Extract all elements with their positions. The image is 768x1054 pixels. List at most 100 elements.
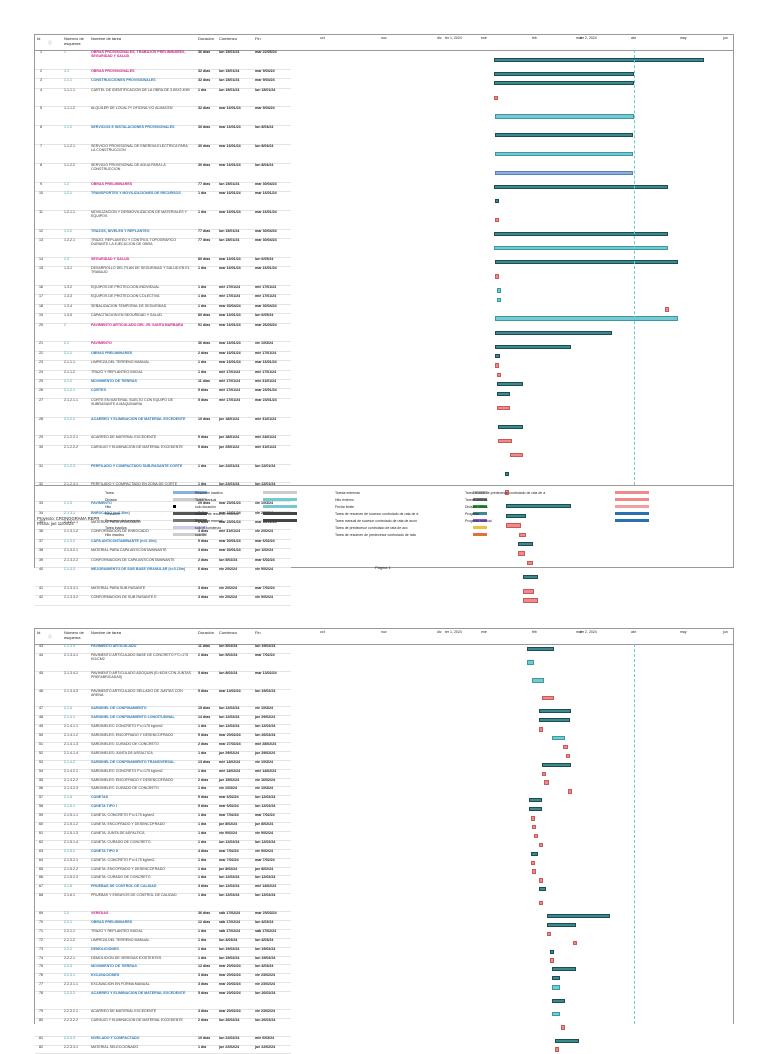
- table-row[interactable]: 35 2.1.3.1.1 MATERIAL PARA ENROCADO 6 días m…: [35, 520, 385, 529]
- task-bar[interactable]: [504, 490, 509, 495]
- table-row[interactable]: 66 2.1.5.2.3 CUNETA: CURADO DE CONCRETO 1 d…: [35, 875, 385, 884]
- task-bar[interactable]: [517, 551, 525, 556]
- table-row[interactable]: 5 1.1.1.2 ALQUILER DE LOCAL P/ OFICINA Y/O…: [35, 106, 385, 125]
- task-bar[interactable]: [495, 114, 635, 119]
- table-row[interactable]: 37 2.1.3.2 CAPA ANTICONTAMINANTE (e=0.10m)…: [35, 539, 385, 548]
- task-bar[interactable]: [550, 958, 555, 963]
- summary-bar[interactable]: [493, 72, 635, 76]
- table-row[interactable]: 45 2.1.3.4.2 PAVIMENTO ARTICULADO ADOQUIN …: [35, 671, 385, 689]
- task-bar[interactable]: [566, 753, 571, 759]
- task-bar[interactable]: [527, 660, 535, 665]
- table-row[interactable]: 52 2.1.4.1.4 SARDINELES: JUNTA DE ASFALTIC…: [35, 751, 385, 760]
- summary-bar[interactable]: [495, 133, 633, 138]
- table-row[interactable]: 82 2.2.3.3.1 MATERIAL SELECCIONADO 1 día jue…: [35, 1045, 385, 1054]
- table-row[interactable]: 16 1.3.2 EQUIPOS DE PROTECCION INDIVIDUAL 1…: [35, 285, 385, 294]
- table-row[interactable]: 32 2.1.2.3.1 PERFILADO Y COMPACTADO EN ZON…: [35, 482, 385, 501]
- task-bar[interactable]: [541, 771, 546, 777]
- table-row[interactable]: 46 2.1.3.4.3 PAVIMENTO ARTICULADO SELLADO …: [35, 689, 385, 707]
- table-row[interactable]: 36 2.1.3.1.2 CONFORMACION DE ENROCADO 3 día…: [35, 529, 385, 538]
- summary-bar[interactable]: [529, 807, 543, 812]
- summary-bar[interactable]: [538, 709, 572, 714]
- table-row[interactable]: 7 1.1.2.1 SERVICIO PROVISIONAL DE ENERGIA …: [35, 144, 385, 163]
- table-row[interactable]: 79 2.2.3.2.1 ACARREO DE MATERIAL EXCEDENTE…: [35, 1009, 385, 1018]
- task-bar[interactable]: [530, 860, 535, 866]
- summary-bar[interactable]: [496, 382, 523, 387]
- task-bar[interactable]: [496, 297, 501, 303]
- task-bar[interactable]: [551, 985, 561, 990]
- table-row[interactable]: 4 1.1.1.1 CARTEL DE IDENTIFICACION DE LA O…: [35, 88, 385, 107]
- task-bar[interactable]: [533, 833, 538, 839]
- table-row[interactable]: 41 2.1.3.3.1 MATERIAL PARA SUB RASANTE 3 dí…: [35, 586, 385, 595]
- summary-bar[interactable]: [530, 851, 538, 856]
- summary-bar[interactable]: [541, 762, 572, 767]
- table-row[interactable]: 28 2.1.2.2 ACARREO Y ELIMINACION DE MATERI…: [35, 417, 385, 436]
- table-row[interactable]: 30 2.1.2.2.2 CARGUIO Y ELIMINACION DE MATE…: [35, 445, 385, 464]
- task-bar[interactable]: [538, 842, 543, 848]
- summary-bar[interactable]: [506, 504, 572, 509]
- table-row[interactable]: 31 2.1.2.3 PERFILADO Y COMPACTADO SUB-RASA…: [35, 464, 385, 483]
- table-row[interactable]: 24 2.1.1.2 TRAZO Y REPLANTEO INICIAL 1 día m…: [35, 370, 385, 379]
- table-row[interactable]: 43 2.1.3.4 PAVIMENTO ARTICULADO 11 días lun …: [35, 644, 385, 653]
- table-row[interactable]: 39 2.1.3.2.2 CONFORMACION DE CAPA ANTICONT…: [35, 558, 385, 567]
- task-bar[interactable]: [572, 940, 577, 946]
- task-bar[interactable]: [522, 598, 538, 603]
- table-row[interactable]: 26 2.1.2.1 CORTES 5 días mié 17/01/24 mar 23/…: [35, 388, 385, 397]
- table-row[interactable]: 70 2.2.1 OBRAS PRELIMINARES 12 días sáb 17/0…: [35, 920, 385, 929]
- summary-bar[interactable]: [527, 646, 554, 651]
- table-row[interactable]: 42 2.1.3.3.2 CONFORMACION DE SUB RASANTE E…: [35, 595, 385, 604]
- summary-bar[interactable]: [522, 574, 538, 579]
- task-bar[interactable]: [495, 316, 678, 321]
- summary-bar[interactable]: [504, 471, 509, 476]
- task-bar[interactable]: [509, 452, 523, 458]
- table-row[interactable]: 77 2.2.3.1.1 EXCAVACION EN FORMA MANUAL 3 d…: [35, 982, 385, 991]
- table-row[interactable]: 12 1.2.2 TRAZOS, NIVELES Y REPLANTEO 77 día…: [35, 229, 385, 238]
- summary-bar[interactable]: [551, 976, 561, 981]
- summary-bar[interactable]: [493, 81, 635, 86]
- table-row[interactable]: 80 2.2.3.2.2 CARGUIO Y ELIMINACION DE MATE…: [35, 1018, 385, 1036]
- table-row[interactable]: 14 1.3 SEGURIDAD Y SALUD 80 días mar 16/01/2…: [35, 257, 385, 266]
- table-row[interactable]: 17 1.3.3 EQUIPOS DE PROTECCION COLECTIVA 1 …: [35, 294, 385, 303]
- summary-bar[interactable]: [493, 57, 704, 62]
- table-row[interactable]: 44 2.1.3.4.1 PAVIMENTO ARTICULADO BASE DE …: [35, 653, 385, 671]
- table-row[interactable]: 73 2.2.2 DEMOLICIONES 1 día lun 19/02/24 lun …: [35, 947, 385, 956]
- table-row[interactable]: 6 1.1.2 SERVICIOS E INSTALACIONES PROVISIO…: [35, 125, 385, 144]
- task-bar[interactable]: [532, 869, 537, 874]
- summary-bar[interactable]: [551, 967, 577, 972]
- table-row[interactable]: 33 2.1.3 PAVIMENTO 29 días mar 23/01/24 vie 1…: [35, 501, 385, 510]
- summary-bar[interactable]: [496, 391, 511, 396]
- table-row[interactable]: 19 1.3.5 CAPACITACION EN SEGURIDAD Y SALUD…: [35, 313, 385, 322]
- table-row[interactable]: 53 2.1.4.2 SARDINEL DE CONFINAMIENTO TRANS…: [35, 760, 385, 769]
- summary-bar[interactable]: [551, 998, 565, 1003]
- table-row[interactable]: 40 2.1.3.3 MEJORAMIENTO DE SUB BASE GRANUL…: [35, 567, 385, 586]
- summary-bar[interactable]: [495, 198, 500, 203]
- summary-bar[interactable]: [517, 542, 533, 546]
- task-bar[interactable]: [496, 405, 511, 411]
- task-bar[interactable]: [538, 900, 543, 906]
- table-row[interactable]: 2 1.1 OBRAS PROVISIONALES 32 días lun 15/01/…: [35, 69, 385, 78]
- summary-bar[interactable]: [529, 798, 543, 803]
- table-row[interactable]: 48 2.1.4.1 SARDINEL DE CONFINAMIENTO LONGI…: [35, 715, 385, 724]
- table-row[interactable]: 68 2.1.6.1 PRUEBAS Y ENSAYOS DE CONTROL DE…: [35, 893, 385, 911]
- table-row[interactable]: 67 2.1.6 PRUEBAS DE CONTROL DE CALIDAD 3 dí…: [35, 884, 385, 893]
- table-row[interactable]: 15 1.3.1 DESARROLLO DEL PLAN DE SEGURIDAD …: [35, 266, 385, 285]
- table-row[interactable]: 22 2.1.1 OBRAS PRELIMINARES 2 días mar 16/01…: [35, 351, 385, 360]
- table-row[interactable]: 64 2.1.5.2.1 CUNETA: CONCRETO F'c=175 kg/c…: [35, 858, 385, 867]
- table-row[interactable]: 71 2.2.1.1 TRAZO Y REPLANTEO INICIAL 1 día s…: [35, 929, 385, 938]
- task-bar[interactable]: [546, 931, 551, 937]
- task-bar[interactable]: [551, 735, 565, 741]
- task-bar[interactable]: [498, 438, 512, 444]
- table-row[interactable]: 18 1.3.4 SEÑALIZACION TEMPORAL DE SEGURIDA…: [35, 304, 385, 313]
- summary-bar[interactable]: [546, 913, 611, 918]
- task-bar[interactable]: [541, 695, 554, 701]
- task-bar[interactable]: [496, 288, 501, 293]
- task-bar[interactable]: [551, 1011, 561, 1017]
- table-row[interactable]: 9 1.2 OBRAS PRELIMINARES 77 días lun 15/01/2…: [35, 182, 385, 191]
- table-row[interactable]: 62 2.1.5.1.4 CUNETA: CURADO DE CONCRETO 1 d…: [35, 840, 385, 849]
- table-row[interactable]: 3 1.1.1 CONSTRUCCIONES PROVISIONALES 32 día…: [35, 78, 385, 87]
- table-row[interactable]: 76 2.2.3.1 EXCAVACIONES 3 días mar 20/02/24 v…: [35, 973, 385, 982]
- table-row[interactable]: 63 2.1.5.2 CUNETA TIPO II 4 días mar 7/02/24…: [35, 849, 385, 858]
- table-row[interactable]: 72 2.2.1.2 LIMPIEZA DEL TERRENO MANUAL 1 dí…: [35, 938, 385, 947]
- table-row[interactable]: 56 2.1.4.2.3 SARDINELES: CURADO DE CONCRET…: [35, 786, 385, 795]
- table-row[interactable]: 13 1.2.2.1 TRAZO, REPLANTEO Y CONTROL TOPO…: [35, 238, 385, 257]
- table-row[interactable]: 75 2.2.3 MOVIMIENTO DE TIERRAS 12 días mar 2…: [35, 964, 385, 973]
